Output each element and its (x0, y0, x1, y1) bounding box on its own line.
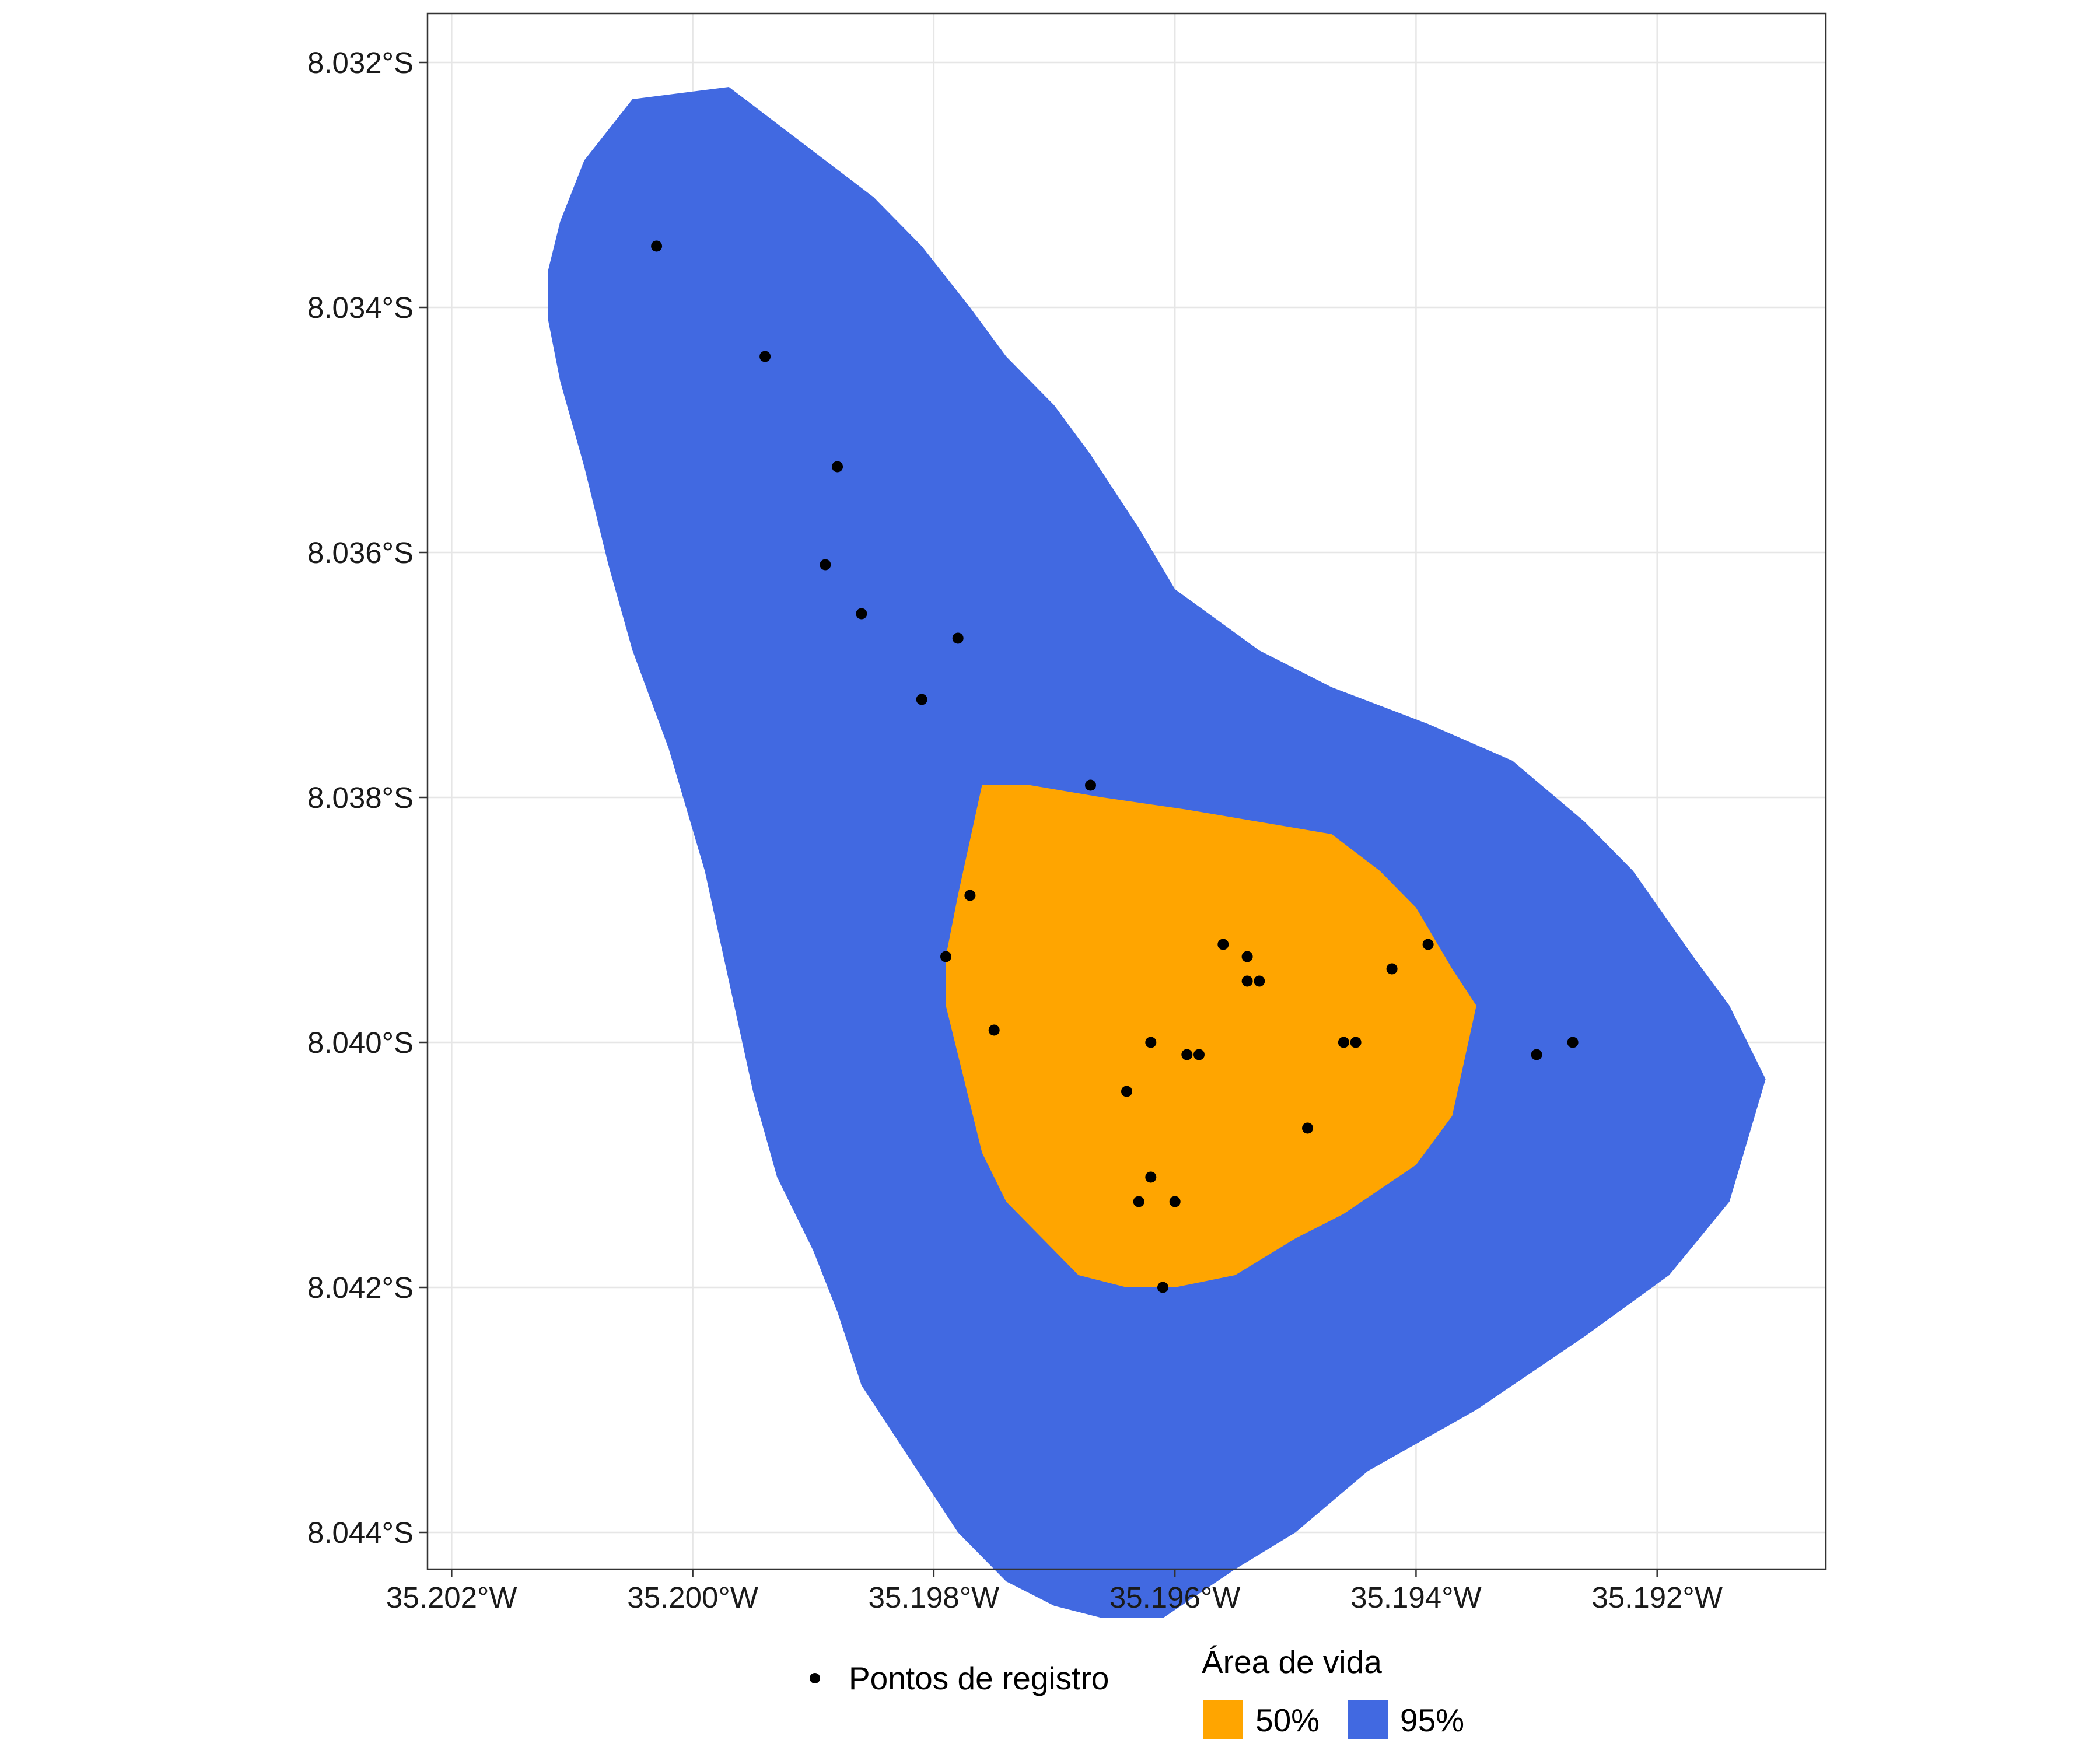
record-point (964, 890, 976, 901)
legend-points-label: Pontos de registro (849, 1660, 1109, 1696)
home-range-50-polygon (946, 785, 1476, 1287)
record-point (1181, 1049, 1193, 1060)
record-point (1241, 975, 1253, 987)
record-point (1085, 779, 1096, 791)
longitude-axis: 35.202°W 35.200°W 35.198°W 35.196°W 35.194°W… (386, 1569, 1723, 1614)
record-point (1422, 939, 1434, 950)
record-point (820, 559, 831, 570)
record-point (1241, 951, 1253, 963)
legend-point-symbol (810, 1673, 820, 1684)
y-tick-label: 8.034°S (307, 291, 414, 324)
record-point (1567, 1037, 1578, 1048)
record-point (940, 951, 951, 963)
x-tick-label: 35.192°W (1591, 1581, 1723, 1614)
record-point (1302, 1122, 1313, 1134)
record-point (832, 461, 844, 473)
y-tick-label: 8.036°S (307, 536, 414, 569)
record-point (1338, 1037, 1349, 1048)
y-tick-label: 8.040°S (307, 1026, 414, 1059)
y-tick-label: 8.042°S (307, 1271, 414, 1304)
record-point (760, 351, 771, 362)
x-tick-label: 35.198°W (869, 1581, 1000, 1614)
record-point (1531, 1049, 1542, 1060)
x-tick-label: 35.202°W (386, 1581, 517, 1614)
record-point (856, 608, 867, 620)
record-point (988, 1024, 1000, 1036)
record-points (651, 240, 1578, 1293)
legend-swatch-95 (1348, 1700, 1388, 1740)
map-panel (426, 12, 1827, 1618)
legend-label-95: 95% (1400, 1702, 1464, 1738)
y-tick-label: 8.032°S (307, 46, 414, 79)
legend: Pontos de registro Área de vida 50% 95% (810, 1644, 1464, 1740)
legend-area-title: Área de vida (1202, 1644, 1382, 1680)
record-point (651, 240, 663, 252)
record-point (916, 694, 928, 705)
record-point (1157, 1282, 1168, 1293)
record-point (1145, 1171, 1157, 1183)
record-point (1350, 1037, 1362, 1048)
latitude-axis: 8.032°S 8.034°S 8.036°S 8.038°S 8.040°S 8.042… (307, 46, 428, 1549)
record-point (952, 632, 964, 644)
record-point (1133, 1196, 1144, 1208)
record-point (1145, 1037, 1157, 1048)
x-tick-label: 35.200°W (627, 1581, 758, 1614)
y-tick-label: 8.044°S (307, 1516, 414, 1549)
home-range-areas (548, 87, 1766, 1618)
record-point (1169, 1196, 1181, 1208)
record-point (1386, 963, 1398, 975)
x-tick-label: 35.194°W (1350, 1581, 1482, 1614)
record-point (1217, 939, 1229, 950)
y-tick-label: 8.038°S (307, 781, 414, 814)
legend-label-50: 50% (1255, 1702, 1320, 1738)
record-point (1121, 1086, 1132, 1097)
record-point (1254, 975, 1265, 987)
legend-swatch-50 (1203, 1700, 1243, 1740)
x-tick-label: 35.196°W (1110, 1581, 1241, 1614)
record-point (1194, 1049, 1205, 1060)
